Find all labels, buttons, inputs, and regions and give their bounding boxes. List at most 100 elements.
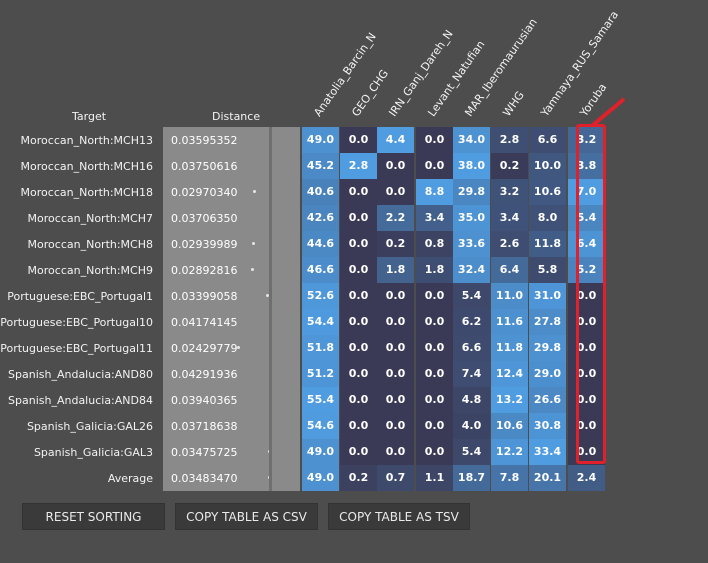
value-cell: 49.0 bbox=[302, 439, 339, 465]
column-header-mar-iberomaurusian[interactable]: MAR_Iberomaurusian bbox=[462, 16, 540, 119]
value-cell: 5.8 bbox=[529, 257, 566, 283]
value-cell: 11.0 bbox=[491, 283, 528, 309]
value-cell: 2.4 bbox=[568, 465, 605, 491]
row-divider bbox=[269, 127, 272, 153]
value-cell: 5.4 bbox=[568, 205, 605, 231]
row-bar-cell bbox=[272, 179, 300, 205]
row-divider bbox=[269, 179, 272, 205]
row-target-label: Portuguese:EBC_Portugal11 bbox=[0, 342, 153, 355]
target-column-header[interactable]: Target bbox=[72, 110, 107, 123]
row-distance-cell: 0.02939989 bbox=[163, 231, 269, 257]
value-cell: 0.7 bbox=[377, 465, 414, 491]
value-cell: 35.0 bbox=[453, 205, 490, 231]
value-cell: 0.0 bbox=[340, 439, 377, 465]
value-cell: 4.0 bbox=[453, 413, 490, 439]
copy-tsv-button[interactable]: COPY TABLE AS TSV bbox=[328, 503, 470, 530]
value-cell: 0.0 bbox=[568, 439, 605, 465]
distance-column-header[interactable]: Distance bbox=[212, 110, 261, 123]
value-cell: 55.4 bbox=[302, 387, 339, 413]
value-cell: 38.0 bbox=[453, 153, 490, 179]
value-cell: 18.7 bbox=[453, 465, 490, 491]
distance-marker-dot bbox=[237, 346, 240, 349]
value-cell: 52.6 bbox=[302, 283, 339, 309]
row-distance-value: 0.03483470 bbox=[171, 472, 238, 485]
row-distance-value: 0.03706350 bbox=[171, 212, 238, 225]
column-header-geo-chg[interactable]: GEO_CHG bbox=[349, 67, 392, 119]
row-distance-cell: 0.03940365 bbox=[163, 387, 285, 413]
value-cell: 0.0 bbox=[416, 127, 453, 153]
row-divider bbox=[269, 309, 272, 335]
value-cell: 6.4 bbox=[568, 231, 605, 257]
row-bar-cell bbox=[272, 309, 300, 335]
value-cell: 0.0 bbox=[340, 257, 377, 283]
value-cell: 0.0 bbox=[377, 361, 414, 387]
value-cell: 6.2 bbox=[453, 309, 490, 335]
row-target-label: Spanish_Galicia:GAL3 bbox=[33, 446, 153, 459]
value-cell: 0.0 bbox=[340, 361, 377, 387]
yoruba-column-highlight bbox=[576, 124, 606, 464]
row-distance-value: 0.02429779 bbox=[171, 342, 238, 355]
row-target-label: Moroccan_North:MCH13 bbox=[20, 134, 153, 147]
distance-marker-dot bbox=[252, 242, 255, 245]
value-cell: 0.0 bbox=[377, 387, 414, 413]
value-cell: 6.6 bbox=[529, 127, 566, 153]
row-bar-cell bbox=[272, 257, 300, 283]
row-divider bbox=[269, 387, 272, 413]
column-header-whg[interactable]: WHG bbox=[500, 88, 527, 119]
value-cell: 0.0 bbox=[377, 283, 414, 309]
row-target-label: Moroccan_North:MCH16 bbox=[20, 160, 153, 173]
value-cell: 6.6 bbox=[453, 335, 490, 361]
value-cell: 0.0 bbox=[377, 153, 414, 179]
value-cell: 11.6 bbox=[491, 309, 528, 335]
value-cell: 54.4 bbox=[302, 309, 339, 335]
value-cell: 1.8 bbox=[377, 257, 414, 283]
row-target-label: Spanish_Andalucia:AND80 bbox=[8, 368, 153, 381]
value-cell: 0.0 bbox=[377, 413, 414, 439]
value-cell: 3.2 bbox=[568, 127, 605, 153]
value-cell: 3.8 bbox=[568, 153, 605, 179]
value-cell: 42.6 bbox=[302, 205, 339, 231]
row-divider bbox=[269, 283, 272, 309]
row-divider bbox=[269, 439, 272, 465]
row-target-label: Portuguese:EBC_Portugal10 bbox=[0, 316, 153, 329]
copy-csv-button[interactable]: COPY TABLE AS CSV bbox=[175, 503, 318, 530]
value-cell: 8.8 bbox=[416, 179, 453, 205]
row-target-label: Portuguese:EBC_Portugal1 bbox=[7, 290, 153, 303]
value-cell: 0.0 bbox=[340, 179, 377, 205]
row-distance-value: 0.02970340 bbox=[171, 186, 238, 199]
value-cell: 0.0 bbox=[568, 361, 605, 387]
value-cell: 0.0 bbox=[377, 439, 414, 465]
value-cell: 40.6 bbox=[302, 179, 339, 205]
value-cell: 2.8 bbox=[340, 153, 377, 179]
value-cell: 3.2 bbox=[491, 179, 528, 205]
value-cell: 13.2 bbox=[491, 387, 528, 413]
highlight-pointer-line bbox=[591, 97, 626, 127]
distance-marker-dot bbox=[253, 190, 256, 193]
value-cell: 0.0 bbox=[416, 283, 453, 309]
value-cell: 7.4 bbox=[453, 361, 490, 387]
row-divider bbox=[269, 335, 272, 361]
value-cell: 10.6 bbox=[491, 413, 528, 439]
value-cell: 0.0 bbox=[416, 309, 453, 335]
value-cell: 6.4 bbox=[491, 257, 528, 283]
distance-marker-dot bbox=[266, 294, 269, 297]
value-cell: 0.0 bbox=[377, 335, 414, 361]
value-cell: 29.8 bbox=[529, 335, 566, 361]
row-bar-cell bbox=[272, 387, 300, 413]
value-cell: 0.0 bbox=[340, 413, 377, 439]
value-cell: 33.6 bbox=[453, 231, 490, 257]
value-cell: 2.2 bbox=[377, 205, 414, 231]
row-divider bbox=[269, 257, 272, 283]
row-target-label: Spanish_Andalucia:AND84 bbox=[8, 394, 153, 407]
row-bar-cell bbox=[272, 413, 300, 439]
row-distance-cell: 0.04174145 bbox=[163, 309, 292, 335]
value-cell: 0.0 bbox=[416, 153, 453, 179]
value-cell: 7.8 bbox=[491, 465, 528, 491]
value-cell: 11.8 bbox=[491, 335, 528, 361]
row-divider bbox=[269, 413, 272, 439]
reset-sorting-button[interactable]: RESET SORTING bbox=[22, 503, 165, 530]
value-cell: 5.4 bbox=[453, 439, 490, 465]
value-cell: 27.8 bbox=[529, 309, 566, 335]
row-target-label: Spanish_Galicia:GAL26 bbox=[26, 420, 153, 433]
row-distance-value: 0.04291936 bbox=[171, 368, 238, 381]
